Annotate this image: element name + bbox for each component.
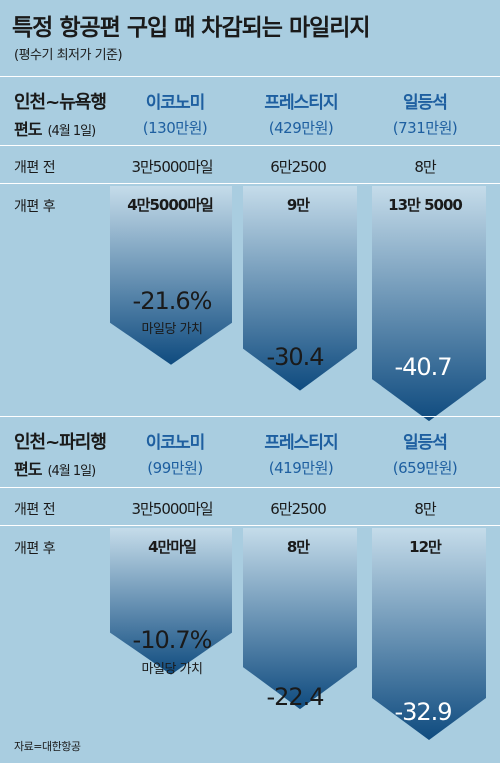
before-prestige: 6만2500 [270,158,327,176]
chart-title: 특정 항공편 구입 때 차감되는 마일리지 [12,15,371,41]
class-prestige: 프레스티지 [264,93,338,113]
route-title: 인천~파리행 [14,432,107,453]
class-economy: 이코노미 [145,93,206,113]
row-label-after: 개편 후 [14,199,56,215]
price-first: (731만원) [392,119,458,137]
arrow-bar-prestige [243,528,357,710]
row-label-before: 개편 전 [14,160,56,176]
change-economy: -10.7% [132,626,213,654]
arrow-bar-economy [110,528,232,675]
change-sublabel: 마일당 가치 [141,662,203,677]
row-divider [0,145,500,146]
class-prestige: 프레스티지 [264,433,338,453]
change-sublabel: 마일당 가치 [141,322,203,337]
after-first: 12만 [409,538,442,556]
after-prestige: 8만 [286,538,310,556]
route-title: 인천~뉴욕행 [14,92,107,113]
change-economy: -21.6% [132,287,213,315]
after-economy: 4만마일 [148,538,197,556]
row-divider [0,487,500,488]
oneway-label: 편도 [14,120,42,139]
row-label-after: 개편 후 [14,541,56,557]
oneway-label: 편도 [14,460,42,479]
price-first: (659만원) [392,459,458,477]
class-first: 일등석 [403,93,448,113]
price-economy: (99만원) [147,459,203,477]
price-prestige: (419만원) [268,459,334,477]
change-first: -32.9 [394,698,452,726]
before-prestige: 6만2500 [270,500,327,518]
arrow-bar-first [372,186,486,422]
section-divider [0,76,500,77]
class-first: 일등석 [403,433,448,453]
price-prestige: (429만원) [268,119,334,137]
change-prestige: -30.4 [266,343,324,371]
row-label-before: 개편 전 [14,502,56,518]
before-economy: 3만5000마일 [131,158,213,176]
after-economy: 4만5000마일 [127,196,214,214]
after-prestige: 9만 [286,196,310,214]
before-economy: 3만5000마일 [131,500,213,518]
row-divider [0,183,500,184]
route-date: 편도 (4월 1일) [14,116,96,140]
source-note: 자료=대한항공 [14,740,81,753]
class-economy: 이코노미 [145,433,206,453]
arrow-bar-economy [110,186,232,365]
before-first: 8만 [414,158,436,176]
change-first: -40.7 [394,353,452,381]
before-first: 8만 [414,500,436,518]
route-date: 편도 (4월 1일) [14,456,96,480]
date-label: (4월 1일) [47,464,96,479]
section-divider [0,416,500,417]
arrow-bar-prestige [243,186,357,391]
after-first: 13만 5000 [388,196,463,214]
change-prestige: -22.4 [266,683,324,711]
chart-subtitle: (평수기 최저가 기준) [14,48,123,63]
price-economy: (130만원) [142,119,208,137]
arrow-bar-first [372,528,486,741]
row-divider [0,525,500,526]
date-label: (4월 1일) [47,124,96,139]
